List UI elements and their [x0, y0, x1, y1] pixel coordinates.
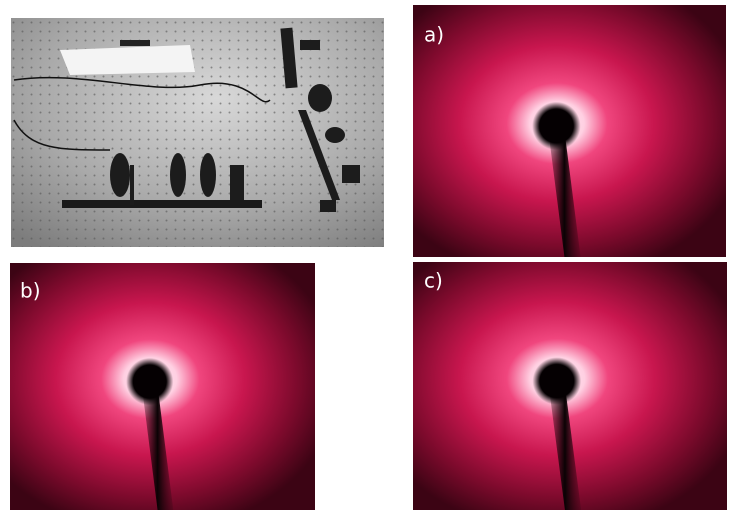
- beam-image: [413, 5, 726, 257]
- page: {"panels": [{"label": "a)"}, {"label": "…: [0, 0, 733, 510]
- setup-photo: [0, 18, 384, 247]
- panel-label: b): [20, 279, 41, 303]
- panel-b: b): [10, 263, 315, 510]
- panel-c: c): [413, 262, 727, 510]
- beam-image: [10, 263, 315, 510]
- panel-a: a): [413, 5, 726, 257]
- rail: [62, 200, 262, 208]
- panel-label: a): [424, 23, 444, 47]
- figure: a) b) c): [0, 0, 733, 510]
- beam-image: [413, 262, 727, 510]
- object: [120, 40, 150, 46]
- panel-label: c): [424, 269, 443, 293]
- paper: [60, 45, 195, 75]
